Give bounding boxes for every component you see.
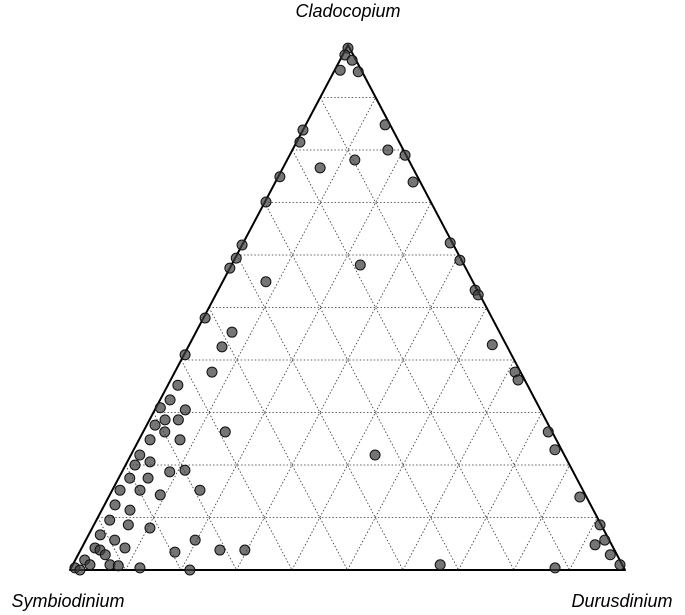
data-point	[179, 464, 191, 476]
data-point	[129, 459, 141, 471]
data-point	[314, 162, 326, 174]
grid-line	[180, 359, 293, 571]
data-point	[144, 434, 156, 446]
data-point	[159, 426, 171, 438]
data-point	[134, 449, 146, 461]
grid-line	[180, 149, 404, 571]
data-point	[434, 559, 446, 571]
data-point	[354, 259, 366, 271]
data-point	[194, 484, 206, 496]
data-point	[549, 562, 561, 574]
data-point	[179, 404, 191, 416]
data-point	[549, 444, 561, 456]
data-point	[599, 534, 611, 546]
data-point	[112, 560, 124, 572]
data-point	[230, 252, 242, 264]
data-point	[174, 434, 186, 446]
data-point	[169, 546, 181, 558]
data-point	[226, 326, 238, 338]
data-point	[99, 549, 111, 561]
data-point	[224, 262, 236, 274]
data-point	[334, 64, 346, 76]
data-point	[74, 564, 86, 576]
data-point	[149, 419, 161, 431]
data-point	[104, 514, 116, 526]
data-point	[407, 176, 419, 188]
data-point	[512, 374, 524, 386]
grid-line	[153, 412, 237, 571]
data-point	[542, 426, 554, 438]
data-point	[216, 341, 228, 353]
data-point	[349, 154, 361, 166]
data-point	[444, 237, 456, 249]
triangle-outline	[69, 44, 626, 571]
data-point	[134, 484, 146, 496]
data-point	[219, 426, 231, 438]
data-point	[260, 276, 272, 288]
data-point	[574, 491, 586, 503]
top-vertex-label: Cladocopium	[295, 1, 400, 21]
data-point	[94, 529, 106, 541]
data-point	[159, 414, 171, 426]
data-point	[297, 124, 309, 136]
data-point	[346, 54, 358, 66]
data-point	[154, 489, 166, 501]
data-point	[119, 542, 131, 554]
left-vertex-label: Symbiodinium	[11, 591, 124, 611]
data-point	[164, 394, 176, 406]
right-vertex-label: Durusdinium	[571, 591, 672, 611]
data-point	[352, 66, 364, 78]
data-point	[594, 519, 606, 531]
data-point	[189, 534, 201, 546]
grid-line	[402, 359, 515, 571]
data-point	[294, 136, 306, 148]
data-point	[274, 171, 286, 183]
data-point	[454, 254, 466, 266]
grid-line	[264, 202, 459, 571]
data-point	[124, 504, 136, 516]
data-point	[114, 484, 126, 496]
data-point	[472, 289, 484, 301]
data-point	[142, 472, 154, 484]
data-point	[134, 562, 146, 574]
data-point	[379, 119, 391, 131]
data-point	[604, 549, 616, 561]
data-point	[206, 366, 218, 378]
data-point	[589, 539, 601, 551]
data-point	[144, 456, 156, 468]
data-point	[214, 544, 226, 556]
data-point	[199, 312, 211, 324]
grid-line	[292, 149, 515, 571]
data-point	[164, 466, 176, 478]
data-point	[184, 564, 196, 576]
grid-line	[458, 412, 543, 571]
data-point	[486, 339, 498, 351]
data-point	[239, 544, 251, 556]
data-point	[122, 519, 134, 531]
data-point	[179, 349, 191, 361]
grid-line	[125, 97, 377, 571]
data-point	[124, 472, 136, 484]
data-point	[84, 559, 96, 571]
data-point	[236, 239, 248, 251]
grid-line	[513, 464, 570, 571]
data-point	[144, 522, 156, 534]
data-point	[614, 559, 626, 571]
grid-line	[347, 307, 487, 571]
data-point	[109, 499, 121, 511]
data-point	[172, 414, 184, 426]
data-point	[369, 449, 381, 461]
data-point	[399, 149, 411, 161]
grid-line	[319, 97, 570, 571]
data-point	[382, 144, 394, 156]
grid-line	[208, 307, 348, 571]
grid-line	[569, 517, 598, 571]
data-point	[109, 534, 121, 546]
grid-line	[236, 202, 432, 571]
data-point	[154, 402, 166, 414]
data-point	[172, 379, 184, 391]
data-point	[260, 196, 272, 208]
